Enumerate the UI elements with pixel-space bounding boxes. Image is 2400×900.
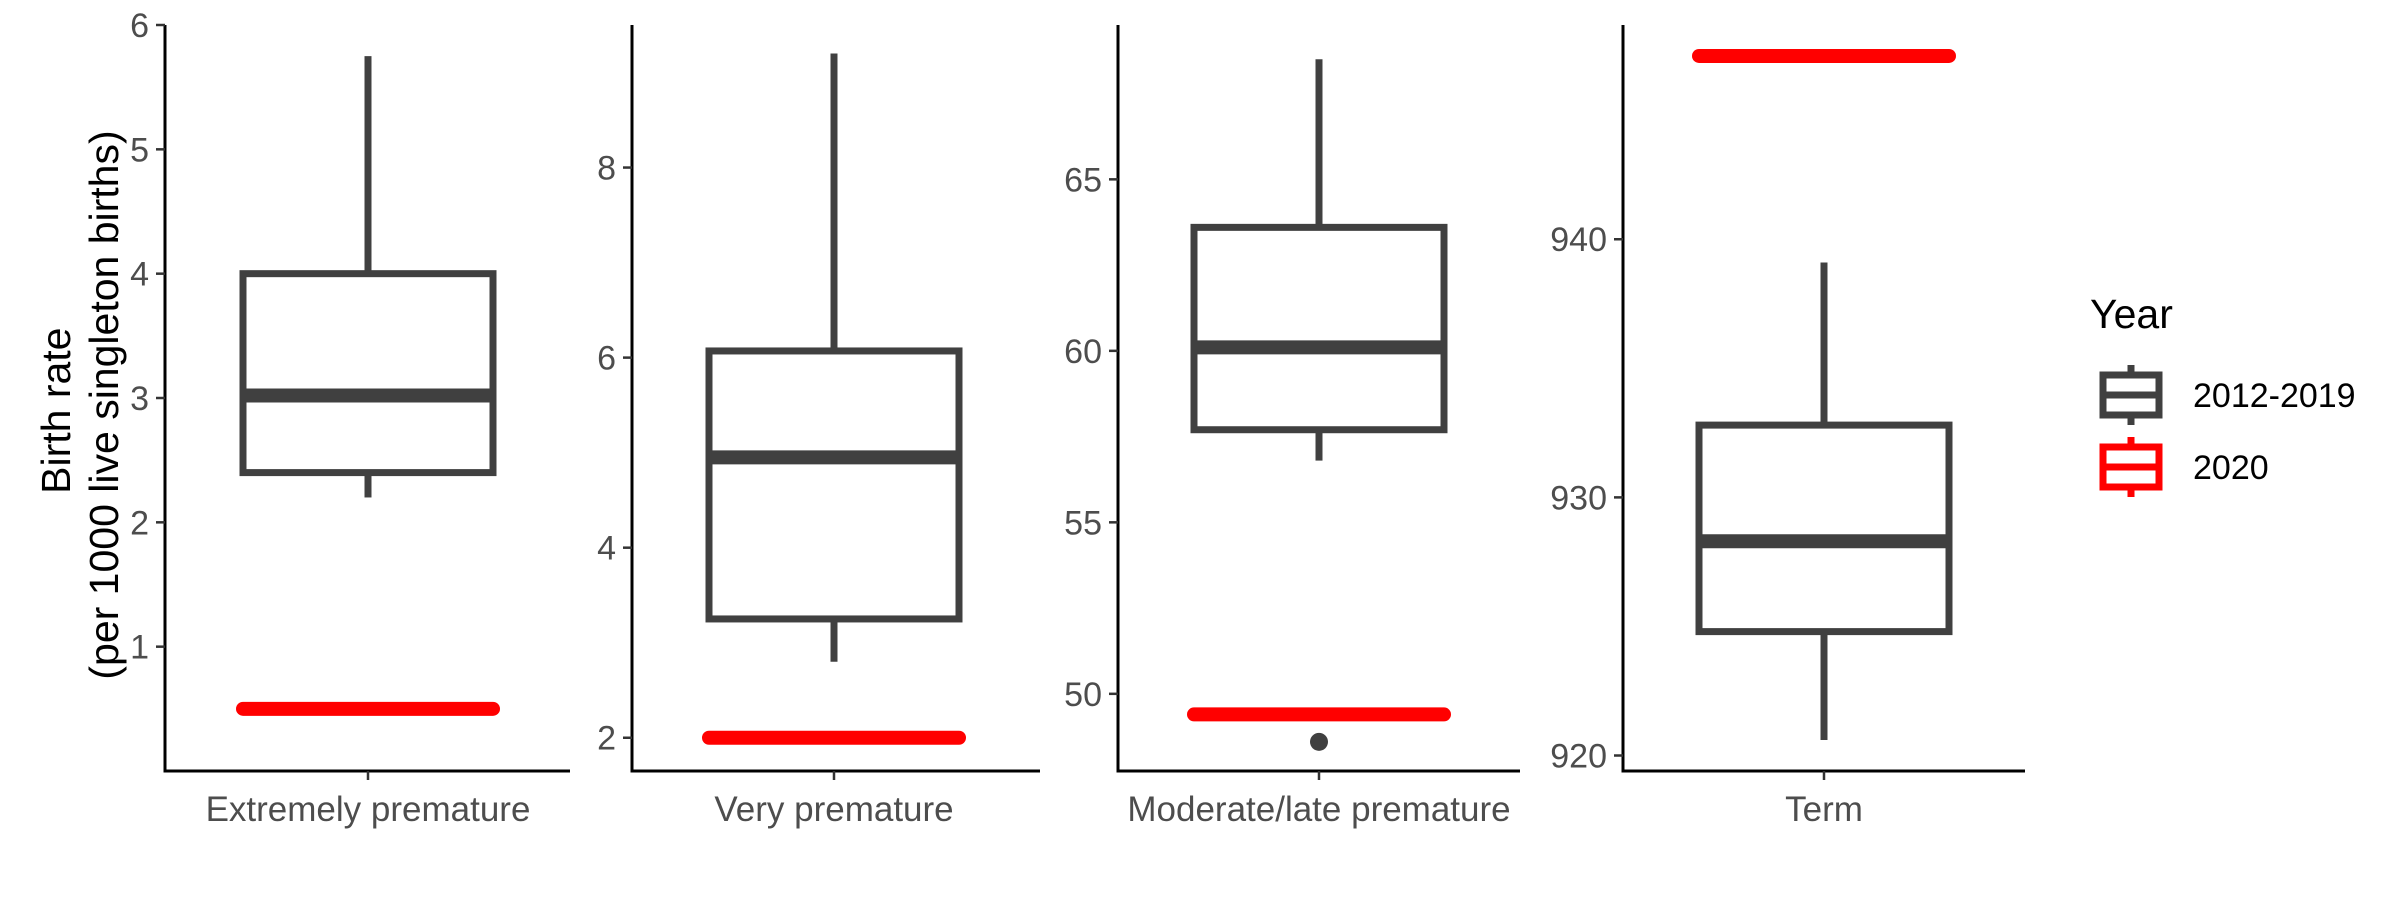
legend-label: 2012-2019: [2193, 377, 2356, 415]
legend-entries: 2012-2019 2020: [2099, 365, 2356, 497]
legend-entry-2: 2020: [2099, 437, 2269, 497]
y-axis-title-line-2: (per 1000 live singleton births): [81, 130, 127, 679]
panel-3: 50 55 60 65 Moderate/late premature: [1064, 25, 1520, 829]
y-axis-title: Birth rate (per 1000 live singleton birt…: [33, 130, 127, 679]
y-tick-label: 8: [597, 150, 616, 188]
x-category-label: Moderate/late premature: [1127, 790, 1510, 829]
panel-4: 920 930 940 Term: [1550, 25, 2025, 829]
y-tick-label: 6: [597, 340, 616, 378]
y-tick-label: 3: [130, 380, 149, 418]
legend-entry-1: 2012-2019: [2099, 365, 2356, 425]
panels: 1 2 3 4 5 6 Extremely premature 2 4 6 8 Very premat…: [130, 7, 2025, 829]
iqr-box: [1190, 223, 1448, 434]
y-tick-label: 930: [1550, 479, 1607, 517]
iqr-box: [1695, 421, 1953, 636]
y-tick-label: 55: [1064, 504, 1102, 542]
legend-title: Year: [2090, 291, 2173, 337]
y-tick-label: 65: [1064, 161, 1102, 199]
y-tick-label: 50: [1064, 676, 1102, 714]
y-axis-title-line-1: Birth rate: [33, 328, 79, 494]
y-tick-label: 6: [130, 7, 149, 45]
y-tick-label: 1: [130, 629, 149, 667]
panel-2: 2 4 6 8 Very premature: [597, 25, 1040, 829]
x-category-label: Extremely premature: [206, 790, 531, 829]
y-tick-label: 4: [597, 530, 616, 568]
x-category-label: Term: [1785, 790, 1863, 829]
y-tick-label: 2: [130, 504, 149, 542]
y-tick-label: 5: [130, 131, 149, 169]
iqr-box: [705, 347, 963, 623]
iqr-box: [239, 270, 497, 477]
panel-1: 1 2 3 4 5 6 Extremely premature: [130, 7, 570, 829]
legend-label: 2020: [2193, 449, 2269, 487]
y-tick-label: 940: [1550, 221, 1607, 259]
legend-key-icon: [2099, 365, 2163, 425]
y-tick-label: 4: [130, 256, 149, 294]
outlier-point: [1310, 732, 1328, 751]
y-tick-label: 2: [597, 720, 616, 758]
x-category-label: Very premature: [714, 790, 953, 829]
y-tick-label: 920: [1550, 738, 1607, 776]
legend: Year 2012-2019 2020: [2090, 291, 2356, 497]
y-tick-label: 60: [1064, 333, 1102, 371]
legend-key-icon: [2099, 437, 2163, 497]
